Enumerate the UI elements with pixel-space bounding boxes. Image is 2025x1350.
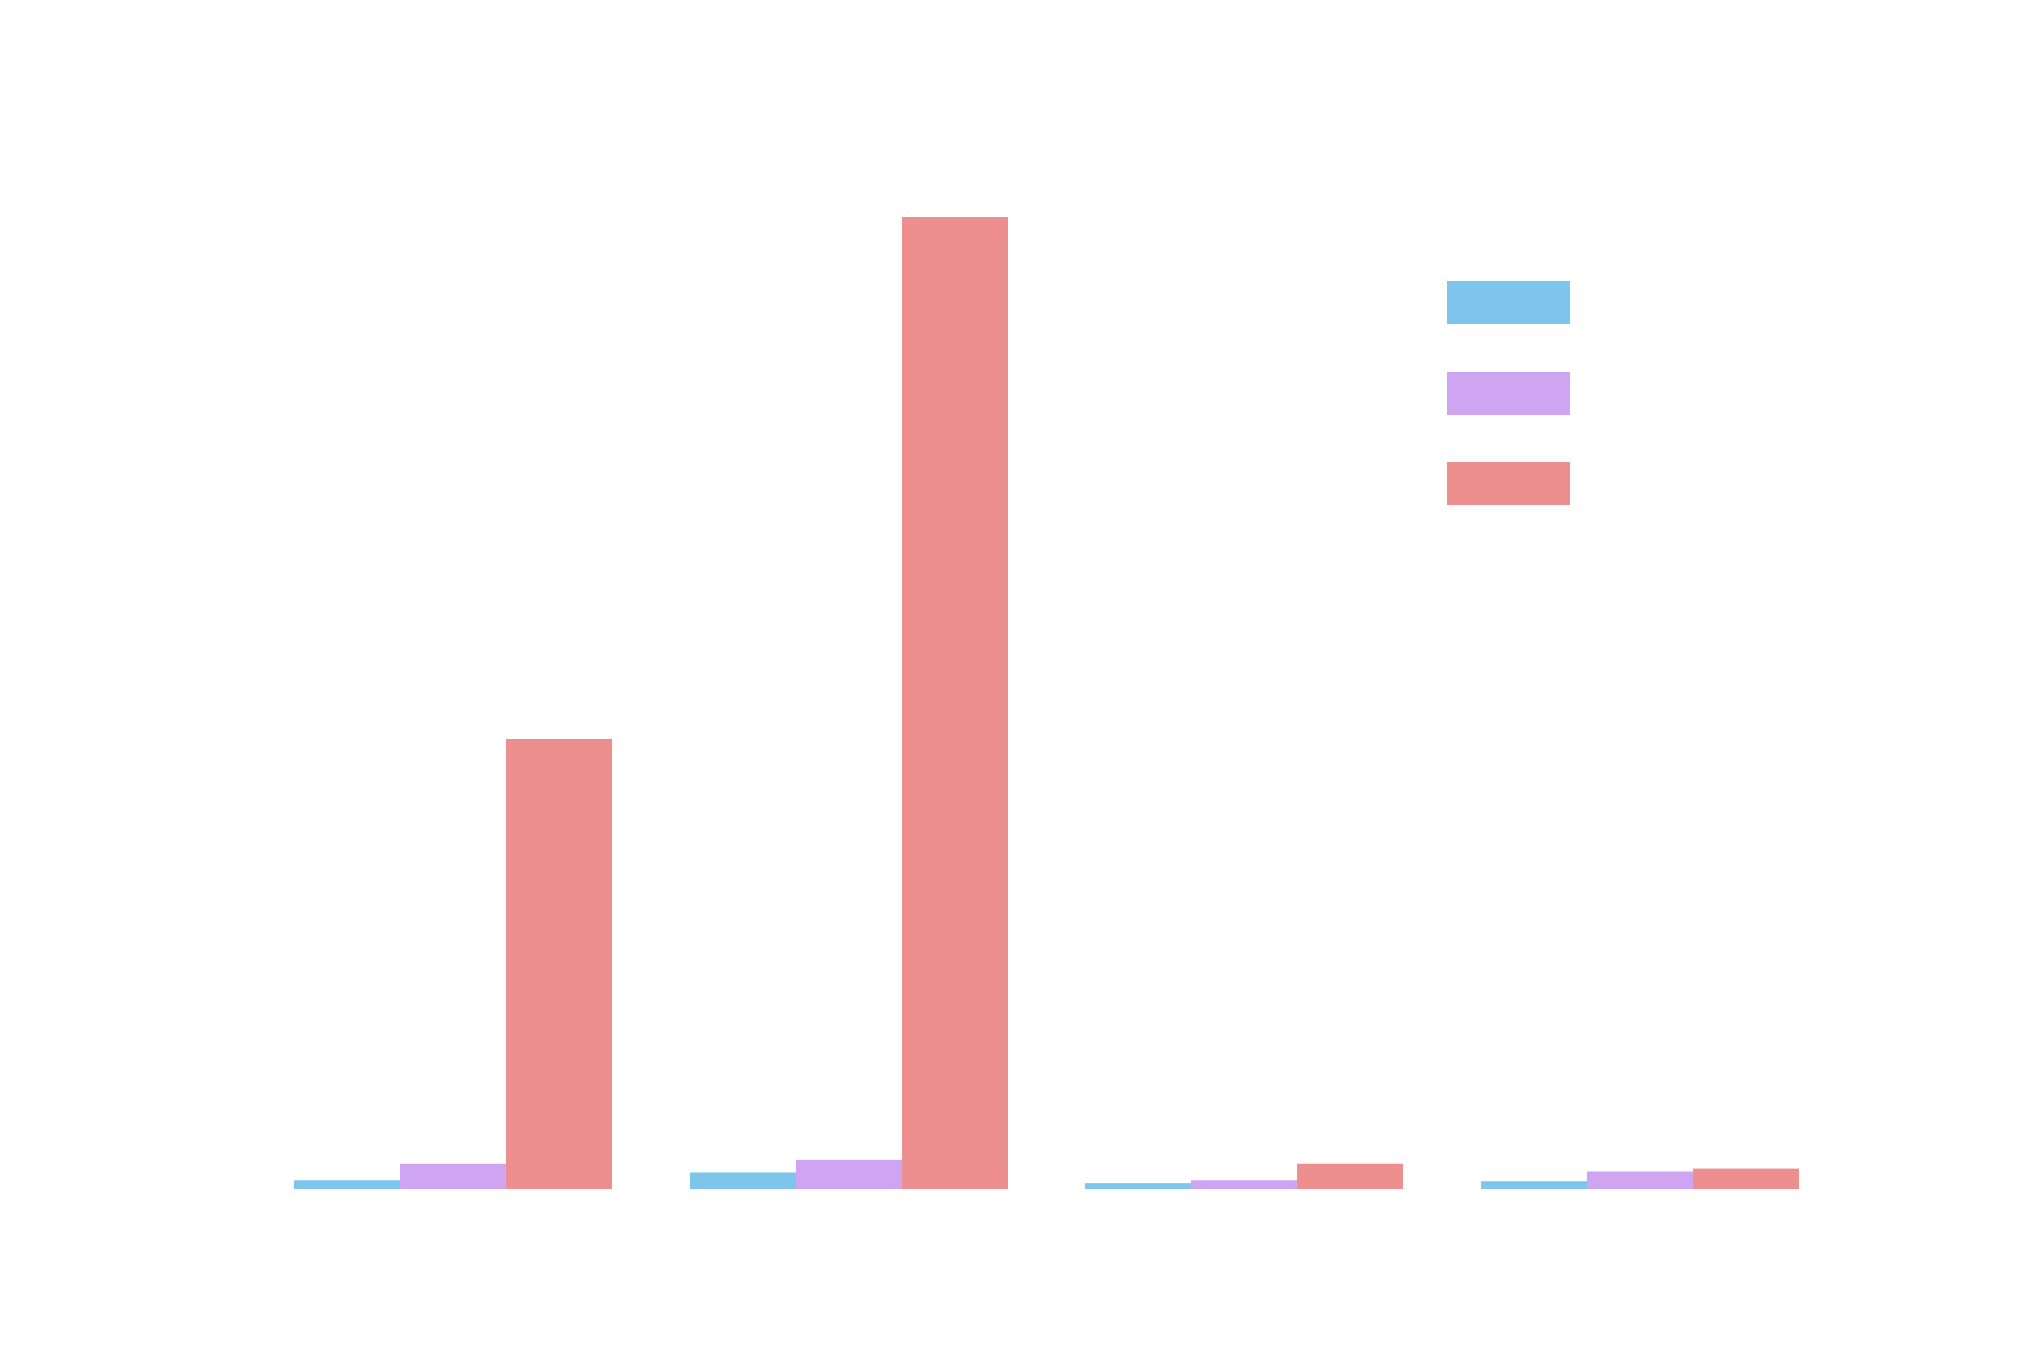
legend-swatch-series-2	[1447, 372, 1570, 415]
bar-series-3-group-2	[902, 217, 1008, 1189]
bar-series-1-group-4	[1481, 1181, 1587, 1189]
bar-series-1-group-2	[690, 1172, 796, 1189]
bar-series-2-group-2	[796, 1159, 902, 1189]
bar-series-1-group-1	[294, 1180, 400, 1189]
bar-series-2-group-1	[400, 1163, 506, 1189]
bar-series-2-group-4	[1587, 1171, 1693, 1189]
legend-swatch-series-3	[1447, 462, 1570, 505]
bar-series-3-group-4	[1693, 1168, 1799, 1189]
bar-series-3-group-1	[506, 738, 612, 1189]
bars-layer	[294, 217, 1799, 1189]
legend	[1447, 281, 1570, 505]
bar-series-2-group-3	[1191, 1180, 1297, 1189]
bar-series-3-group-3	[1297, 1163, 1403, 1189]
bar-series-1-group-3	[1085, 1183, 1191, 1189]
legend-swatch-series-1	[1447, 281, 1570, 324]
